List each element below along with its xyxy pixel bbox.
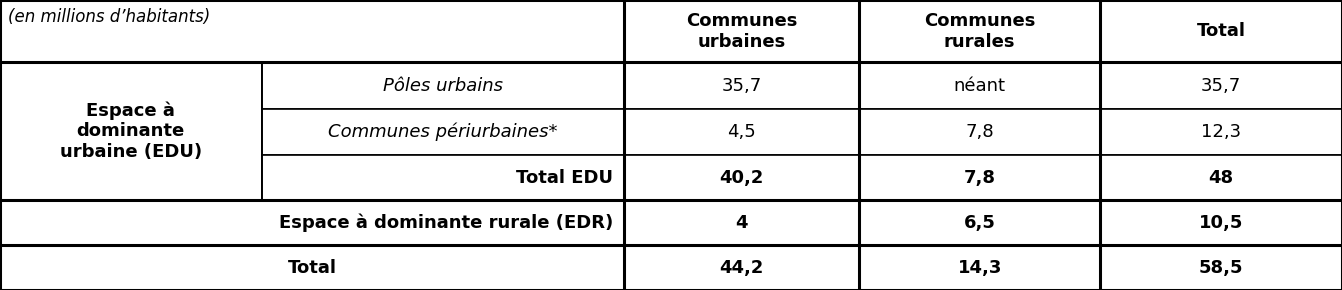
Text: 40,2: 40,2 <box>719 168 764 187</box>
Bar <box>0 245 624 290</box>
Bar <box>1100 109 1342 155</box>
Text: 35,7: 35,7 <box>722 77 761 95</box>
Text: Total: Total <box>1197 22 1245 40</box>
Text: 48: 48 <box>1209 168 1233 187</box>
Text: 12,3: 12,3 <box>1201 123 1241 141</box>
Text: 58,5: 58,5 <box>1198 258 1244 277</box>
Bar <box>859 0 1100 62</box>
Text: 4,5: 4,5 <box>727 123 756 141</box>
Bar <box>624 109 859 155</box>
Text: 35,7: 35,7 <box>1201 77 1241 95</box>
Bar <box>624 62 859 109</box>
Bar <box>859 62 1100 109</box>
Bar <box>859 155 1100 200</box>
Text: 4: 4 <box>735 213 747 232</box>
Bar <box>1100 245 1342 290</box>
Text: Communes
urbaines: Communes urbaines <box>686 12 797 50</box>
Text: Total: Total <box>287 258 337 277</box>
Bar <box>0 62 262 200</box>
Text: 7,8: 7,8 <box>964 168 996 187</box>
Text: Communes
rurales: Communes rurales <box>925 12 1035 50</box>
Text: 6,5: 6,5 <box>964 213 996 232</box>
Bar <box>624 0 859 62</box>
Bar <box>262 155 624 200</box>
Bar <box>262 109 624 155</box>
Bar <box>1100 200 1342 245</box>
Bar <box>0 200 624 245</box>
Text: (en millions d’habitants): (en millions d’habitants) <box>8 8 211 26</box>
Bar <box>1100 0 1342 62</box>
Bar <box>859 109 1100 155</box>
Bar <box>624 200 859 245</box>
Text: Communes périurbaines*: Communes périurbaines* <box>327 123 558 141</box>
Text: Pôles urbains: Pôles urbains <box>382 77 503 95</box>
Bar <box>624 245 859 290</box>
Text: Espace à dominante rurale (EDR): Espace à dominante rurale (EDR) <box>279 213 613 232</box>
Text: 44,2: 44,2 <box>719 258 764 277</box>
Bar <box>0 0 624 62</box>
Bar <box>859 200 1100 245</box>
Bar <box>262 62 624 109</box>
Bar <box>859 245 1100 290</box>
Text: 10,5: 10,5 <box>1198 213 1244 232</box>
Text: 14,3: 14,3 <box>957 258 1002 277</box>
Text: 7,8: 7,8 <box>965 123 994 141</box>
Text: Espace à
dominante
urbaine (EDU): Espace à dominante urbaine (EDU) <box>60 101 201 161</box>
Bar <box>624 155 859 200</box>
Bar <box>1100 155 1342 200</box>
Text: Total EDU: Total EDU <box>517 168 613 187</box>
Bar <box>1100 62 1342 109</box>
Text: néant: néant <box>954 77 1005 95</box>
